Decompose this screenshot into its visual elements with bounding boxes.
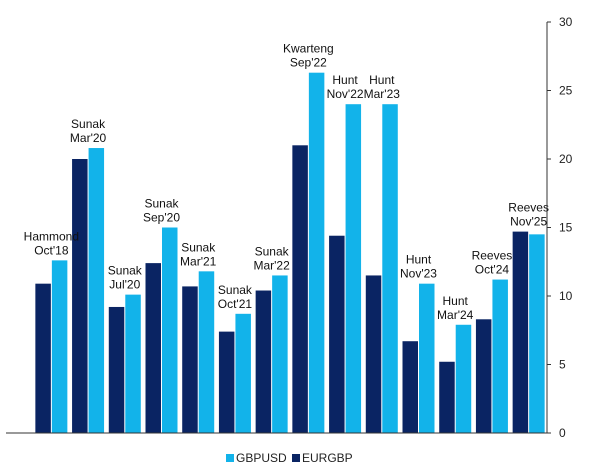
legend-swatch-eurgbp <box>292 454 300 462</box>
annotation-11-line-0: Hunt <box>443 294 469 308</box>
bars-group <box>35 72 545 434</box>
bar-eurgbp-3 <box>145 263 161 433</box>
y-tick-label-10: 10 <box>559 289 573 303</box>
bar-eurgbp-9 <box>365 275 382 433</box>
annotation-0-line-0: Hammond <box>24 229 79 243</box>
bar-gbpusd-2 <box>125 294 141 433</box>
legend-swatch-gbpusd <box>226 454 234 462</box>
annotation-3-line-0: Sunak <box>144 197 179 211</box>
y-tick-label-20: 20 <box>559 152 573 166</box>
annotation-1-line-1: Mar'20 <box>70 131 107 145</box>
annotation-5-line-0: Sunak <box>218 283 253 297</box>
bar-gbpusd-12 <box>492 279 508 433</box>
annotation-1-line-0: Sunak <box>71 117 106 131</box>
bar-eurgbp-11 <box>439 361 455 433</box>
annotation-6-line-1: Mar'22 <box>253 258 290 272</box>
annotation-12-line-1: Oct'24 <box>475 263 510 277</box>
bar-eurgbp-1 <box>72 159 88 433</box>
y-tick-label-30: 30 <box>559 15 573 29</box>
bar-eurgbp-2 <box>108 306 125 433</box>
bar-gbpusd-13 <box>529 234 545 433</box>
y-tick-label-5: 5 <box>559 358 566 372</box>
bar-gbpusd-9 <box>382 104 398 433</box>
annotation-5-line-1: Oct'21 <box>218 297 253 311</box>
annotation-9-line-1: Mar'23 <box>364 87 401 101</box>
bar-eurgbp-13 <box>512 231 529 433</box>
annotation-7-line-1: Sep'22 <box>290 56 327 70</box>
bar-eurgbp-5 <box>218 331 235 433</box>
annotation-10-line-0: Hunt <box>406 253 432 267</box>
legend-label-gbpusd: GBPUSD <box>236 451 287 465</box>
bar-gbpusd-4 <box>198 271 215 433</box>
annotation-8-line-1: Nov'22 <box>327 87 364 101</box>
annotation-7-line-0: Kwarteng <box>283 42 334 56</box>
bar-eurgbp-12 <box>475 319 492 433</box>
annotation-2-line-0: Sunak <box>108 264 143 278</box>
y-tick-label-15: 15 <box>559 221 573 235</box>
bar-gbpusd-1 <box>88 148 105 434</box>
bar-eurgbp-7 <box>292 145 308 434</box>
annotation-6-line-0: Sunak <box>255 244 290 258</box>
annotation-12-line-0: Reeves <box>472 249 513 263</box>
bar-gbpusd-7 <box>308 72 325 433</box>
bar-gbpusd-5 <box>235 313 251 433</box>
y-tick-label-0: 0 <box>559 426 566 440</box>
annotation-11-line-1: Mar'24 <box>437 308 474 322</box>
bar-gbpusd-10 <box>419 283 435 433</box>
annotations-group: HammondOct'18SunakMar'20SunakJul'20Sunak… <box>24 42 549 322</box>
annotation-0-line-1: Oct'18 <box>34 243 69 257</box>
bar-eurgbp-8 <box>329 235 345 433</box>
bar-gbpusd-11 <box>455 324 472 433</box>
bar-gbpusd-8 <box>345 104 362 433</box>
y-tick-label-25: 25 <box>559 84 573 98</box>
y-axis: 0 5 10 15 20 25 30 <box>6 15 573 440</box>
annotation-4-line-1: Mar'21 <box>180 254 217 268</box>
annotation-2-line-1: Jul'20 <box>109 278 140 292</box>
annotation-13-line-0: Reeves <box>508 201 549 215</box>
annotation-13-line-1: Nov'25 <box>510 215 547 229</box>
bar-eurgbp-0 <box>35 283 51 433</box>
bar-gbpusd-6 <box>272 275 288 433</box>
legend: GBPUSD EURGBP <box>226 451 353 465</box>
bar-gbpusd-0 <box>51 260 68 433</box>
bar-eurgbp-10 <box>402 341 418 433</box>
bar-gbpusd-3 <box>162 227 178 433</box>
annotation-3-line-1: Sep'20 <box>143 211 180 225</box>
annotation-10-line-1: Nov'23 <box>400 267 437 281</box>
bar-eurgbp-6 <box>255 290 272 433</box>
annotation-9-line-0: Hunt <box>369 73 395 87</box>
annotation-8-line-0: Hunt <box>332 73 358 87</box>
bar-eurgbp-4 <box>182 286 198 433</box>
annotation-4-line-0: Sunak <box>181 240 216 254</box>
legend-label-eurgbp: EURGBP <box>302 451 353 465</box>
